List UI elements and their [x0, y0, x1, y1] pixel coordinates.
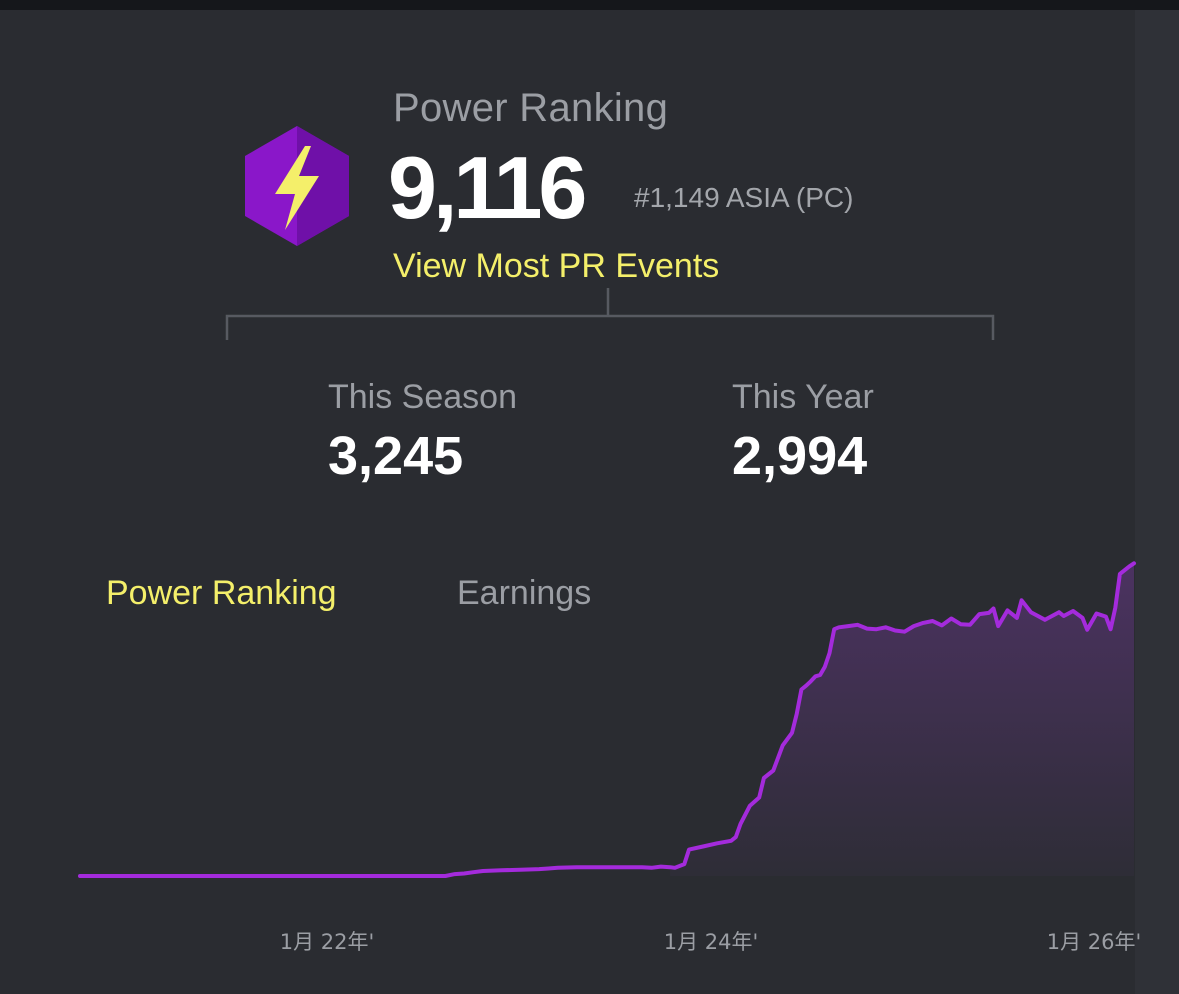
x-tick-label: 1月 22年': [280, 930, 375, 954]
view-most-pr-events-link[interactable]: View Most PR Events: [393, 247, 720, 285]
top-strip: [0, 0, 1179, 10]
x-tick-label: 1月 26年': [1047, 930, 1142, 954]
this-year-value: 2,994: [732, 426, 868, 486]
tab-power-ranking[interactable]: Power Ranking: [106, 574, 337, 612]
region-rank: #1,149 ASIA (PC): [634, 182, 854, 213]
lightning-bolt-icon: [245, 126, 349, 246]
power-ranking-value: 9,116: [388, 138, 587, 237]
this-season-stat: This Season 3,245: [328, 378, 517, 487]
this-season-label: This Season: [328, 378, 517, 416]
bracket-divider: [225, 288, 995, 340]
this-year-label: This Year: [732, 378, 874, 416]
x-tick-label: 1月 24年': [664, 930, 759, 954]
this-year-stat: This Year 2,994: [732, 378, 874, 487]
this-season-value: 3,245: [328, 426, 464, 486]
right-edge: [1135, 10, 1179, 994]
power-ranking-label: Power Ranking: [393, 86, 669, 130]
tab-earnings[interactable]: Earnings: [457, 574, 592, 612]
chart-area-fill: [670, 563, 1134, 876]
